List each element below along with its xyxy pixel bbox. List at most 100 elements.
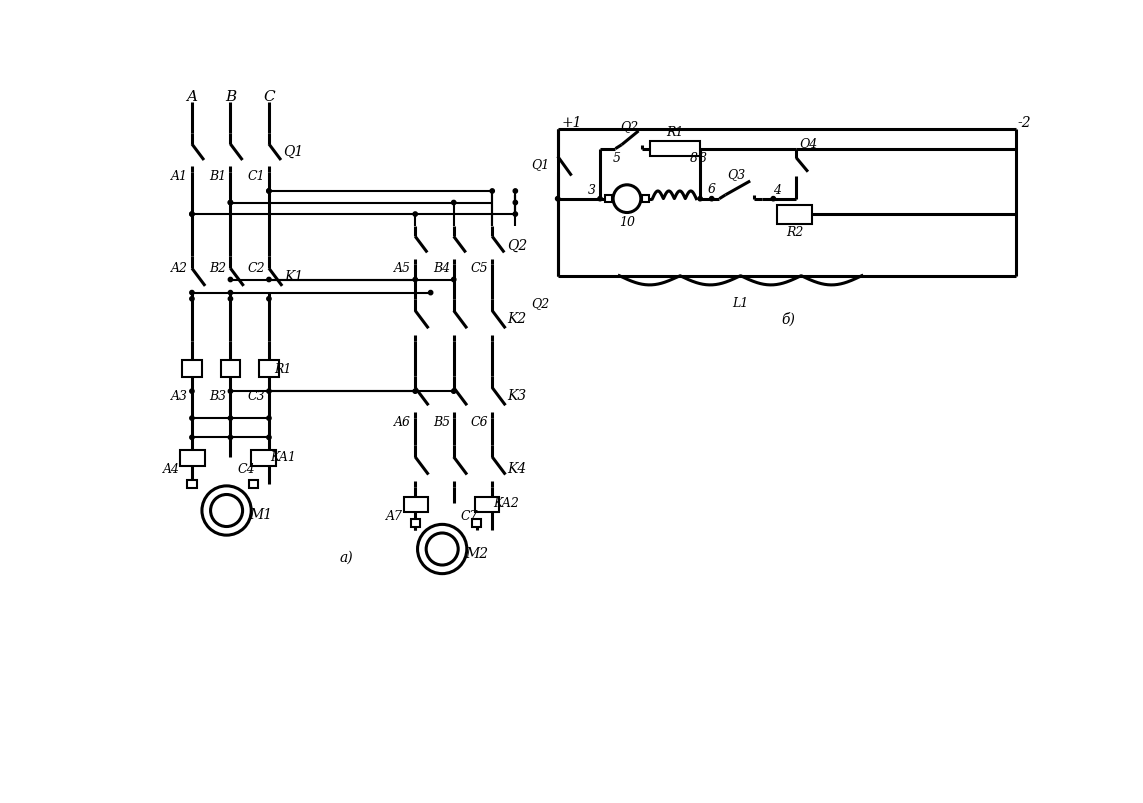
- Text: M1: M1: [249, 507, 273, 522]
- Text: 4: 4: [773, 184, 781, 197]
- Text: Q1: Q1: [283, 145, 304, 159]
- Text: B2: B2: [209, 262, 226, 275]
- Text: -2: -2: [1017, 116, 1031, 129]
- Circle shape: [266, 389, 271, 393]
- Bar: [259, 361, 279, 378]
- Circle shape: [266, 436, 271, 440]
- Circle shape: [598, 198, 602, 202]
- Text: B: B: [225, 90, 237, 104]
- Text: а): а): [339, 550, 353, 564]
- Text: R2: R2: [785, 226, 804, 239]
- Circle shape: [190, 291, 194, 296]
- Bar: [221, 361, 240, 378]
- Circle shape: [513, 213, 518, 217]
- Bar: [251, 451, 275, 467]
- Text: A1: A1: [171, 170, 189, 183]
- Text: R1: R1: [666, 126, 684, 139]
- Circle shape: [513, 190, 518, 194]
- Text: KA2: KA2: [493, 497, 519, 510]
- Text: C1: C1: [247, 170, 265, 183]
- Text: R1: R1: [274, 363, 291, 376]
- Bar: [410, 520, 419, 527]
- Bar: [606, 196, 613, 203]
- Circle shape: [266, 278, 271, 283]
- Circle shape: [190, 213, 194, 217]
- Circle shape: [413, 278, 417, 283]
- Circle shape: [698, 198, 702, 202]
- Circle shape: [229, 389, 232, 393]
- Circle shape: [190, 436, 194, 440]
- Text: A4: A4: [162, 463, 179, 476]
- Text: B5: B5: [433, 416, 450, 429]
- Circle shape: [190, 297, 194, 302]
- Text: C: C: [263, 90, 274, 104]
- Text: C2: C2: [247, 262, 265, 275]
- Text: C5: C5: [471, 262, 488, 275]
- Circle shape: [229, 297, 232, 302]
- Text: C4: C4: [238, 463, 255, 476]
- Circle shape: [229, 278, 232, 283]
- Circle shape: [413, 389, 417, 393]
- Bar: [472, 520, 481, 527]
- Text: C6: C6: [471, 416, 488, 429]
- Text: 5: 5: [613, 152, 621, 165]
- Text: 6: 6: [708, 183, 716, 196]
- Circle shape: [451, 278, 456, 283]
- Bar: [249, 481, 258, 488]
- Circle shape: [229, 436, 232, 440]
- Circle shape: [190, 389, 194, 393]
- Circle shape: [710, 198, 714, 202]
- Text: Q2: Q2: [531, 297, 550, 310]
- Text: Q4: Q4: [799, 137, 817, 150]
- Text: A2: A2: [171, 262, 189, 275]
- Circle shape: [413, 213, 417, 217]
- Text: L1: L1: [733, 297, 749, 310]
- Text: 3: 3: [589, 184, 597, 197]
- Text: б): б): [782, 312, 796, 326]
- Circle shape: [266, 297, 271, 302]
- Circle shape: [266, 190, 271, 194]
- Text: A5: A5: [394, 262, 411, 275]
- Circle shape: [229, 201, 232, 206]
- Circle shape: [266, 190, 271, 194]
- Circle shape: [451, 201, 456, 206]
- Text: B4: B4: [433, 262, 450, 275]
- Circle shape: [555, 198, 560, 202]
- Text: C7: C7: [461, 509, 479, 522]
- Text: K1: K1: [283, 269, 303, 283]
- Circle shape: [772, 198, 775, 202]
- Bar: [650, 142, 701, 157]
- Text: Q1: Q1: [531, 158, 550, 171]
- Circle shape: [429, 291, 433, 296]
- Text: A: A: [186, 90, 198, 104]
- Circle shape: [229, 417, 232, 421]
- Text: A7: A7: [386, 509, 403, 522]
- Circle shape: [513, 201, 518, 206]
- Text: Q2: Q2: [620, 120, 638, 132]
- Circle shape: [190, 213, 194, 217]
- Text: 8: 8: [698, 152, 706, 165]
- Text: 10: 10: [620, 216, 636, 229]
- Circle shape: [190, 417, 194, 421]
- Text: M2: M2: [465, 546, 488, 560]
- Text: A6: A6: [394, 416, 411, 429]
- Bar: [474, 497, 499, 512]
- Bar: [182, 361, 201, 378]
- Text: B3: B3: [209, 389, 226, 402]
- Circle shape: [490, 190, 495, 194]
- Bar: [403, 497, 429, 512]
- Circle shape: [229, 201, 232, 206]
- Text: B1: B1: [209, 170, 226, 183]
- Text: +1: +1: [561, 116, 582, 129]
- Circle shape: [229, 291, 232, 296]
- Text: A3: A3: [171, 389, 189, 402]
- Text: Q2: Q2: [506, 238, 527, 253]
- Bar: [187, 481, 197, 488]
- Text: 8: 8: [690, 152, 698, 165]
- Text: Q3: Q3: [728, 169, 746, 181]
- Text: KA1: KA1: [270, 450, 296, 463]
- Bar: [181, 451, 205, 467]
- Circle shape: [266, 417, 271, 421]
- Text: K3: K3: [507, 389, 527, 402]
- Circle shape: [451, 389, 456, 393]
